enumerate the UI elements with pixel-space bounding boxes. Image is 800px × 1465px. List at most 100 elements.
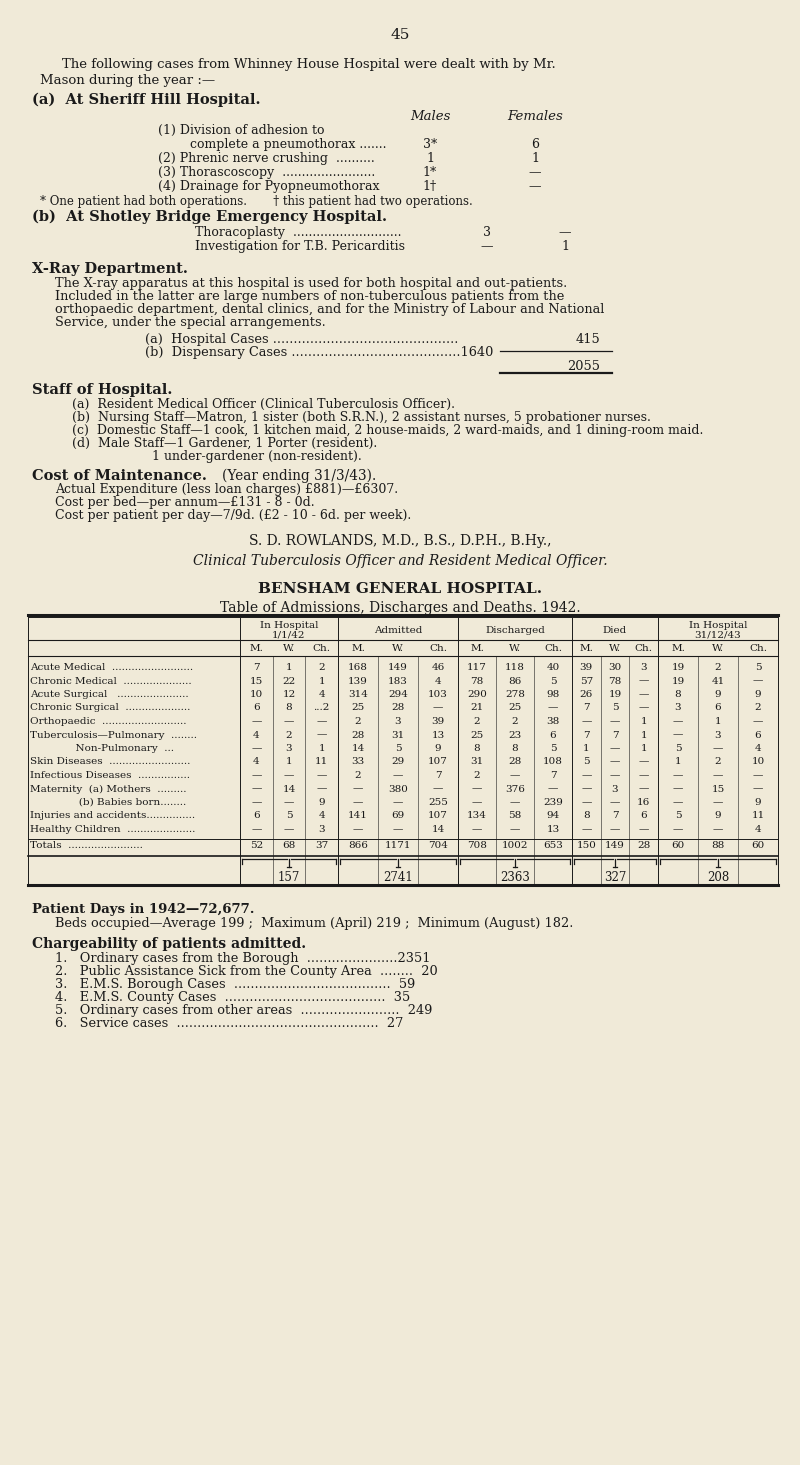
Text: —: — [433,703,443,712]
Text: (d)  Male Staff—1 Gardener, 1 Porter (resident).: (d) Male Staff—1 Gardener, 1 Porter (res… [72,437,378,450]
Text: 3: 3 [286,744,292,753]
Text: —: — [510,825,520,834]
Text: ...2: ...2 [314,703,330,712]
Text: —: — [529,166,542,179]
Text: Beds occupied—Average 199 ;  Maximum (April) 219 ;  Minimum (August) 182.: Beds occupied—Average 199 ; Maximum (Apr… [55,917,574,930]
Text: 29: 29 [391,757,405,766]
Text: 16: 16 [637,798,650,807]
Text: S. D. ROWLANDS, M.D., B.S., D.P.H., B.Hy.,: S. D. ROWLANDS, M.D., B.S., D.P.H., B.Hy… [249,535,551,548]
Text: Healthy Children  .....................: Healthy Children ..................... [30,825,195,834]
Text: 107: 107 [428,812,448,820]
Text: (b)  Nursing Staff—Matron, 1 sister (both S.R.N.), 2 assistant nurses, 5 probati: (b) Nursing Staff—Matron, 1 sister (both… [72,412,651,423]
Text: Died: Died [603,626,627,634]
Text: 5: 5 [583,757,590,766]
Text: Admitted: Admitted [374,626,422,634]
Text: 1: 1 [674,757,682,766]
Text: Mason during the year :—: Mason during the year :— [40,75,215,86]
Text: Non-Pulmonary  ...: Non-Pulmonary ... [30,744,174,753]
Text: 28: 28 [637,841,650,851]
Text: —: — [317,716,327,727]
Text: 1: 1 [640,731,647,740]
Text: Included in the latter are large numbers of non-tuberculous patients from the: Included in the latter are large numbers… [55,290,564,303]
Text: —: — [638,690,649,699]
Text: 2363: 2363 [500,872,530,883]
Text: 4: 4 [318,690,325,699]
Text: 2: 2 [318,664,325,672]
Text: 4: 4 [253,757,260,766]
Text: Cost per bed—per annum—£131 - 8 - 0d.: Cost per bed—per annum—£131 - 8 - 0d. [55,497,314,508]
Text: —: — [353,825,363,834]
Text: 31: 31 [391,731,405,740]
Text: 415: 415 [575,333,600,346]
Text: 6: 6 [714,703,722,712]
Text: 30: 30 [608,664,622,672]
Text: 134: 134 [467,812,487,820]
Text: —: — [472,784,482,794]
Text: —: — [317,731,327,740]
Text: W.: W. [712,645,724,653]
Text: The X-ray apparatus at this hospital is used for both hospital and out-patients.: The X-ray apparatus at this hospital is … [55,277,567,290]
Text: 12: 12 [282,690,296,699]
Text: —: — [638,825,649,834]
Text: Males: Males [410,110,450,123]
Text: 1: 1 [286,757,292,766]
Text: (2) Phrenic nerve crushing  ..........: (2) Phrenic nerve crushing .......... [158,152,374,166]
Text: M.: M. [470,645,484,653]
Text: 19: 19 [671,677,685,686]
Text: 7: 7 [550,771,556,779]
Text: 9: 9 [754,690,762,699]
Text: —: — [610,744,620,753]
Text: In Hospital: In Hospital [260,621,318,630]
Text: —: — [251,771,262,779]
Text: 8: 8 [583,812,590,820]
Text: —: — [581,771,591,779]
Text: 11: 11 [315,757,328,766]
Text: 103: 103 [428,690,448,699]
Text: —: — [433,784,443,794]
Text: 3.   E.M.S. Borough Cases  ......................................  59: 3. E.M.S. Borough Cases ................… [55,979,415,990]
Text: 1: 1 [640,744,647,753]
Text: —: — [713,798,723,807]
Text: 376: 376 [505,784,525,794]
Text: 13: 13 [546,825,560,834]
Text: 4: 4 [434,677,442,686]
Text: 150: 150 [576,841,596,851]
Text: 1: 1 [318,744,325,753]
Text: 290: 290 [467,690,487,699]
Text: 1: 1 [640,716,647,727]
Text: 6: 6 [253,703,260,712]
Text: —: — [472,798,482,807]
Text: W.: W. [283,645,295,653]
Text: Thoracoplasty  ............................: Thoracoplasty ..........................… [195,226,402,239]
Text: —: — [581,798,591,807]
Text: 25: 25 [351,703,365,712]
Text: —: — [673,771,683,779]
Text: 3: 3 [394,716,402,727]
Text: —: — [353,784,363,794]
Text: 1171: 1171 [385,841,411,851]
Text: W.: W. [609,645,621,653]
Text: 14: 14 [282,784,296,794]
Text: Discharged: Discharged [485,626,545,634]
Text: M.: M. [579,645,594,653]
Text: Ch.: Ch. [313,645,330,653]
Text: 314: 314 [348,690,368,699]
Text: —: — [610,798,620,807]
Text: 149: 149 [605,841,625,851]
Text: 118: 118 [505,664,525,672]
Text: 7: 7 [253,664,260,672]
Text: 14: 14 [431,825,445,834]
Text: —: — [393,798,403,807]
Text: 3: 3 [318,825,325,834]
Text: 1: 1 [583,744,590,753]
Text: Cost of Maintenance.: Cost of Maintenance. [32,469,207,483]
Text: —: — [753,677,763,686]
Text: 38: 38 [546,716,560,727]
Text: (1) Division of adhesion to: (1) Division of adhesion to [158,125,325,138]
Text: Maternity  (a) Mothers  .........: Maternity (a) Mothers ......... [30,784,186,794]
Text: BENSHAM GENERAL HOSPITAL.: BENSHAM GENERAL HOSPITAL. [258,582,542,596]
Text: 4: 4 [318,812,325,820]
Text: 25: 25 [508,703,522,712]
Text: 57: 57 [580,677,593,686]
Text: 5: 5 [674,744,682,753]
